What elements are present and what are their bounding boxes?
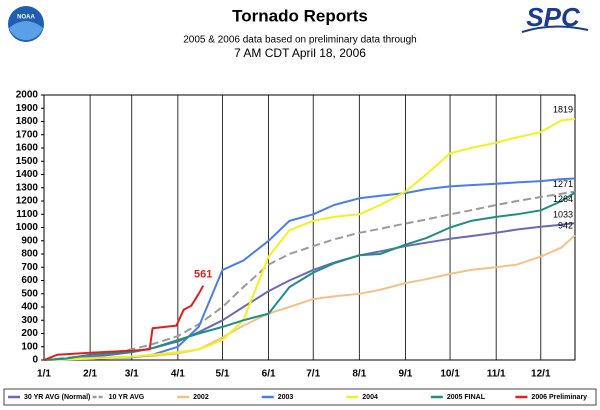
x-tick-label: 2/1: [83, 369, 97, 380]
chart-subtitle: 2005 & 2006 data based on preliminary da…: [183, 35, 417, 46]
x-tick-label: 9/1: [398, 369, 412, 380]
y-tick-label: 500: [21, 288, 38, 299]
y-tick-label: 700: [21, 262, 38, 273]
y-tick-label: 2000: [16, 90, 39, 101]
y-tick-label: 1100: [16, 209, 38, 220]
legend-label: 2003: [278, 394, 294, 401]
x-tick-label: 6/1: [262, 369, 276, 380]
y-tick-label: 900: [21, 235, 38, 246]
spc-logo-swoosh: [521, 25, 589, 33]
y-tick-label: 200: [21, 328, 38, 339]
legend-label: 30 YR AVG (Normal): [24, 394, 90, 401]
y-tick-label: 100: [21, 341, 38, 352]
y-tick-label: 1300: [16, 182, 39, 193]
x-tick-label: 11/1: [487, 369, 506, 380]
legend-label: 2002: [193, 394, 209, 401]
y-tick-label: 1900: [16, 103, 39, 114]
series-line: [43, 191, 576, 361]
end-label: 1264: [553, 194, 573, 204]
legend-label: 10 YR AVG: [109, 394, 145, 401]
x-tick-label: 4/1: [171, 369, 185, 380]
y-tick-label: 1200: [16, 196, 39, 207]
y-tick-label: 1600: [16, 143, 39, 154]
chart-title: Tornado Reports: [232, 6, 368, 25]
y-tick-label: 300: [21, 315, 38, 326]
x-tick-label: 1/1: [37, 369, 51, 380]
legend-label: 2004: [362, 394, 378, 401]
y-tick-label: 400: [21, 302, 38, 313]
noaa-logo-wave: [9, 21, 43, 41]
end-label: 1033: [553, 210, 573, 220]
end-label: 1271: [553, 179, 573, 189]
y-tick-label: 1000: [16, 222, 39, 233]
legend: [3, 388, 597, 406]
legend-label: 2005 FINAL: [447, 394, 486, 401]
x-tick-label: 7/1: [306, 369, 320, 380]
y-tick-label: 1500: [16, 156, 39, 167]
end-label: 561: [194, 269, 212, 281]
series-line: [43, 118, 576, 361]
series-line: [43, 285, 205, 361]
noaa-logo-text: NOAA: [17, 15, 35, 21]
chart-subtitle: 7 AM CDT April 18, 2006: [234, 46, 366, 60]
y-tick-label: 1800: [16, 116, 39, 127]
end-label: 1819: [553, 104, 573, 114]
end-label: 942: [558, 221, 573, 231]
y-tick-label: 1700: [16, 129, 39, 140]
x-tick-label: 5/1: [216, 369, 230, 380]
legend-label: 2006 Preliminary: [531, 394, 587, 401]
series-line: [43, 190, 576, 361]
y-tick-label: 0: [32, 355, 38, 366]
y-tick-label: 1400: [16, 169, 39, 180]
x-tick-label: 3/1: [125, 369, 139, 380]
y-tick-label: 800: [21, 249, 38, 260]
x-tick-label: 10/1: [440, 369, 460, 380]
x-tick-label: 8/1: [352, 369, 366, 380]
y-tick-label: 600: [21, 275, 38, 286]
x-tick-label: 12/1: [531, 369, 551, 380]
plot-area: [43, 94, 576, 361]
